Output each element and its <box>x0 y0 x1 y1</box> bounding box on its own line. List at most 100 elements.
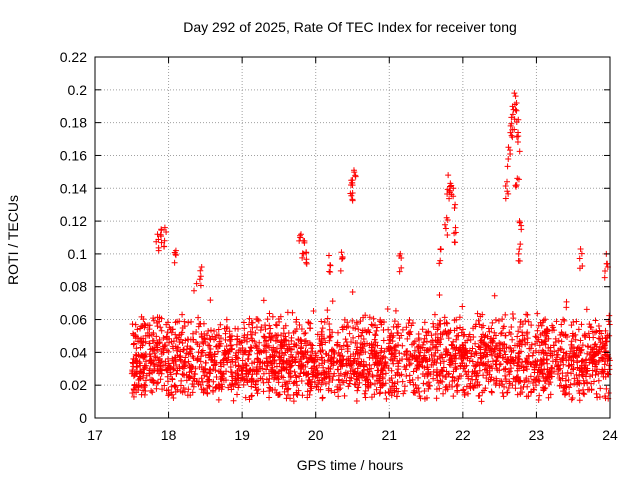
data-point <box>396 350 403 357</box>
data-point <box>177 348 184 355</box>
data-point <box>458 373 465 380</box>
data-point <box>260 388 267 395</box>
data-point <box>188 362 195 369</box>
data-point <box>550 342 557 349</box>
data-point <box>169 355 176 362</box>
data-point <box>452 364 459 371</box>
data-point <box>399 342 406 349</box>
data-point <box>406 330 413 337</box>
data-point <box>308 385 315 392</box>
data-point <box>149 389 156 396</box>
data-point <box>314 331 321 338</box>
data-point <box>513 107 520 114</box>
data-point <box>431 358 438 365</box>
y-tick-label: 0.06 <box>60 312 87 328</box>
data-point <box>491 346 498 353</box>
data-point <box>497 361 504 368</box>
data-point <box>197 358 204 365</box>
data-point <box>199 349 206 356</box>
data-point <box>196 276 203 283</box>
data-point <box>297 363 304 370</box>
data-point <box>507 150 514 157</box>
data-point <box>483 365 490 372</box>
data-point <box>377 316 384 323</box>
data-point <box>454 375 461 382</box>
data-point <box>528 341 535 348</box>
data-point <box>266 310 273 317</box>
data-point <box>165 362 172 369</box>
data-point <box>279 383 286 390</box>
data-point <box>305 358 312 365</box>
data-point <box>525 352 532 359</box>
data-point <box>303 249 310 256</box>
data-point <box>161 342 168 349</box>
data-point <box>419 344 426 351</box>
data-point <box>352 350 359 357</box>
data-point <box>540 384 547 391</box>
data-point <box>189 364 196 371</box>
data-point <box>133 345 140 352</box>
data-point <box>421 335 428 342</box>
data-point <box>319 325 326 332</box>
data-point <box>172 331 179 338</box>
data-point <box>256 339 263 346</box>
data-point <box>168 389 175 396</box>
data-point <box>562 383 569 390</box>
data-point <box>472 363 479 370</box>
data-point <box>176 332 183 339</box>
data-point <box>337 267 344 274</box>
data-point <box>555 337 562 344</box>
data-point <box>578 321 585 328</box>
data-point <box>404 347 411 354</box>
data-point <box>433 343 440 350</box>
data-point <box>257 365 264 372</box>
data-point <box>164 329 171 336</box>
data-point <box>430 375 437 382</box>
data-point <box>186 373 193 380</box>
data-point <box>523 358 530 365</box>
data-point <box>354 320 361 327</box>
data-point <box>207 346 214 353</box>
data-point <box>359 371 366 378</box>
data-point <box>606 332 613 339</box>
data-point <box>479 331 486 338</box>
data-point <box>156 356 163 363</box>
data-point <box>296 373 303 380</box>
data-point <box>338 249 345 256</box>
data-point <box>168 383 175 390</box>
data-point <box>482 342 489 349</box>
data-point <box>198 386 205 393</box>
data-point <box>140 353 147 360</box>
data-point <box>167 369 174 376</box>
data-point <box>239 357 246 364</box>
data-point <box>235 355 242 362</box>
data-point <box>277 354 284 361</box>
data-point <box>204 373 211 380</box>
data-point <box>460 347 467 354</box>
data-point <box>539 360 546 367</box>
data-point <box>222 330 229 337</box>
data-point <box>290 398 297 405</box>
data-point <box>527 345 534 352</box>
data-point <box>164 347 171 354</box>
data-point <box>163 387 170 394</box>
data-point <box>390 360 397 367</box>
data-point <box>583 306 590 313</box>
data-point <box>479 311 486 318</box>
data-point <box>558 321 565 328</box>
data-point <box>226 381 233 388</box>
data-point <box>452 229 459 236</box>
data-point <box>433 386 440 393</box>
data-point <box>203 332 210 339</box>
data-point <box>360 358 367 365</box>
data-point <box>281 341 288 348</box>
data-point <box>284 309 291 316</box>
data-point <box>325 364 332 371</box>
data-point <box>451 239 458 246</box>
data-point <box>219 373 226 380</box>
data-point <box>576 397 583 404</box>
data-point <box>281 379 288 386</box>
data-point <box>158 239 165 246</box>
data-point <box>372 353 379 360</box>
data-point <box>344 342 351 349</box>
